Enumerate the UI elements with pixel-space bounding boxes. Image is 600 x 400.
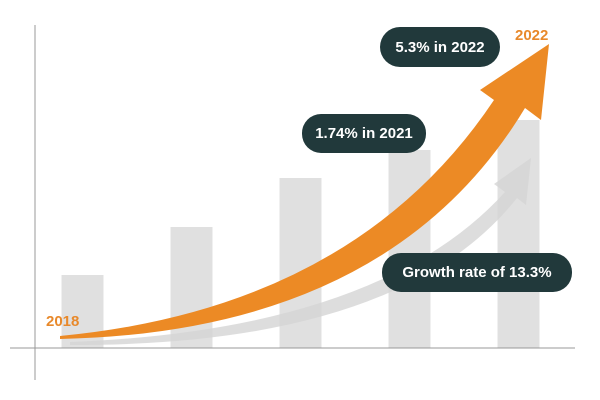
callout-box [382,253,572,292]
callout-box [302,114,426,153]
callout-text: 5.3% in 2022 [395,39,484,56]
end-year: 2022 [515,27,548,44]
callout-text: 1.74% in 2021 [315,125,413,142]
bars [61,120,540,348]
start-year: 2018 [46,313,79,330]
bar [497,120,540,348]
growth-arrow [60,44,549,339]
bar [388,150,431,348]
callout-text: Growth rate of 13.3% [402,264,551,281]
shadow-arrow [70,158,531,346]
callout-box [380,27,500,67]
